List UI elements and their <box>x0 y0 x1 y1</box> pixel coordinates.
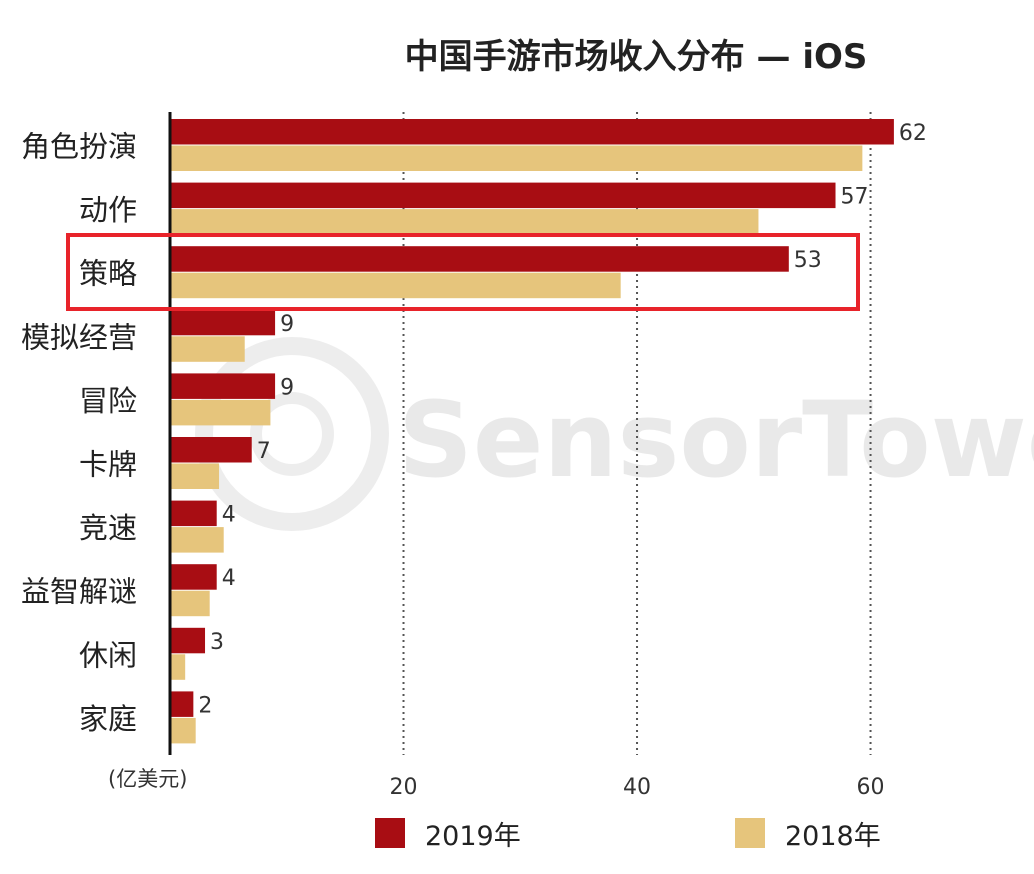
watermark-text: SensorTower <box>398 379 1034 501</box>
bar-series2 <box>170 336 245 362</box>
bar-series1 <box>170 119 894 145</box>
bar-series2 <box>170 399 271 426</box>
category-label: 卡牌 <box>79 448 137 482</box>
bar-series2 <box>170 463 220 489</box>
legend: 2019年 2018年 <box>375 818 881 852</box>
watermark: SensorTower <box>195 337 1034 531</box>
bar-series2 <box>170 654 186 680</box>
data-label: 53 <box>794 248 822 273</box>
legend-label: 2019年 <box>425 821 521 852</box>
x-tick-label: 20 <box>390 775 418 800</box>
watermark-logo-ring-icon <box>195 337 389 531</box>
category-label: 益智解谜 <box>21 575 137 609</box>
unit-label: (亿美元) <box>108 767 187 791</box>
chart-title: 中国手游市场收入分布 — iOS <box>405 37 868 77</box>
bar-series2 <box>170 590 210 617</box>
bar-series2 <box>170 272 621 299</box>
x-tick-label: 40 <box>623 775 651 800</box>
data-label: 7 <box>257 439 271 464</box>
category-label: 竞速 <box>79 511 137 545</box>
data-label: 4 <box>222 566 236 591</box>
bar-series1 <box>170 627 206 654</box>
data-label: 9 <box>280 312 294 337</box>
highlight-box <box>66 233 860 311</box>
data-label: 4 <box>222 503 236 528</box>
category-label: 动作 <box>79 193 137 227</box>
grid <box>402 112 872 755</box>
category-label: 角色扮演 <box>21 130 137 164</box>
bar-series2 <box>170 717 196 744</box>
data-label: 9 <box>280 375 294 400</box>
bar-series2 <box>170 527 224 553</box>
bar-series1 <box>170 437 252 463</box>
legend-swatch <box>375 818 405 848</box>
data-labels: 62 57 53 9 9 7 4 4 3 2 <box>198 121 927 718</box>
bar-series1 <box>170 246 789 272</box>
x-tick-label: 60 <box>857 775 885 800</box>
legend-swatch <box>735 818 765 848</box>
bar-series1 <box>170 500 217 527</box>
category-label: 模拟经营 <box>21 320 137 354</box>
watermark-logo-core-icon <box>250 392 334 476</box>
x-tick-labels: 20 40 60 <box>390 775 885 800</box>
legend-label: 2018年 <box>785 821 881 852</box>
category-label: 休闲 <box>79 638 137 672</box>
bar-series1 <box>170 564 217 590</box>
bar-series2 <box>170 145 863 171</box>
bar-series1 <box>170 182 836 209</box>
category-label: 家庭 <box>79 702 137 736</box>
data-label: 57 <box>841 185 869 210</box>
bar-series1 <box>170 309 276 336</box>
bars <box>170 119 894 744</box>
data-label: 2 <box>198 693 212 718</box>
bar-series1 <box>170 691 194 717</box>
bar-series2 <box>170 209 759 235</box>
category-label: 策略 <box>79 257 137 291</box>
bar-series1 <box>170 373 276 399</box>
data-label: 62 <box>899 121 927 146</box>
category-label: 冒险 <box>79 384 137 418</box>
data-label: 3 <box>210 630 224 655</box>
